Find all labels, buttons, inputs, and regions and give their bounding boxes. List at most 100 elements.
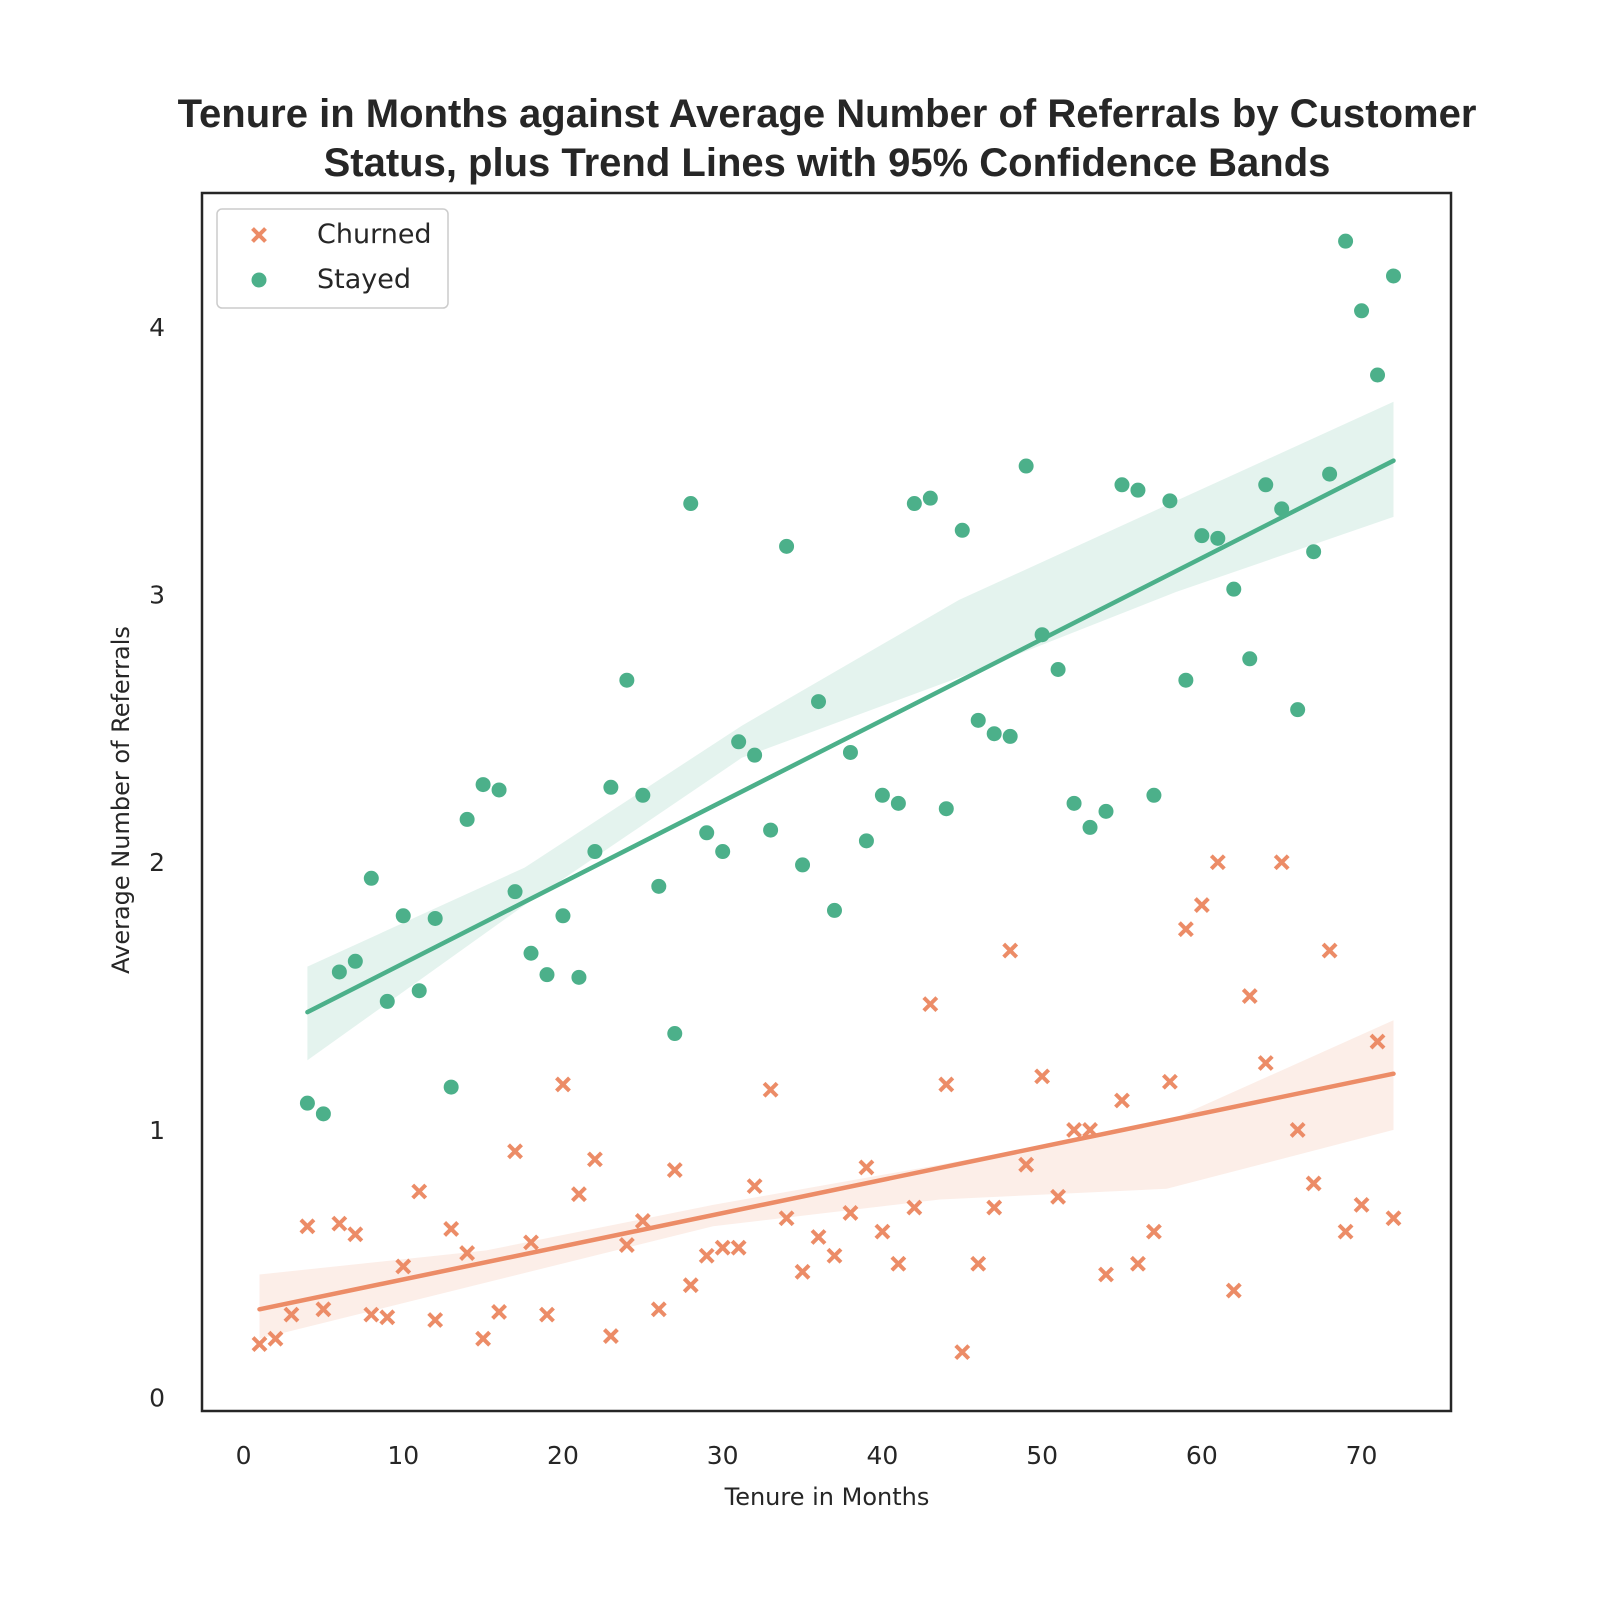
data-point-stayed	[475, 777, 491, 793]
data-point-churned	[1002, 942, 1019, 959]
data-point-churned	[427, 1312, 444, 1328]
data-point-churned	[586, 1151, 603, 1168]
data-point-stayed	[1210, 530, 1226, 546]
data-point-churned	[299, 1218, 316, 1235]
plot-area-frame	[200, 191, 1453, 1413]
data-point-churned	[618, 1237, 635, 1253]
data-point-stayed	[1306, 544, 1322, 560]
data-point-stayed	[347, 953, 363, 969]
data-point-churned	[267, 1330, 284, 1347]
data-point-churned	[1177, 921, 1194, 938]
x-tick-label: 20	[547, 1441, 579, 1470]
data-point-stayed	[1370, 367, 1386, 383]
data-point-churned	[1385, 1210, 1402, 1227]
data-point-churned	[842, 1204, 859, 1221]
data-point-churned	[1146, 1223, 1162, 1240]
data-point-stayed	[1018, 458, 1034, 474]
data-point-churned	[874, 1223, 891, 1240]
confidence-band-churned	[259, 1020, 1394, 1339]
data-point-stayed	[1194, 528, 1210, 544]
data-point-stayed	[795, 857, 811, 873]
data-point-churned	[1209, 854, 1226, 871]
data-point-churned	[1225, 1282, 1242, 1299]
x-tick-label: 10	[387, 1441, 419, 1470]
trend-line-stayed	[305, 458, 1396, 1015]
confidence-band-stayed	[307, 401, 1394, 1061]
data-point-stayed	[1050, 661, 1066, 677]
data-point-churned	[315, 1301, 332, 1318]
data-point-churned	[523, 1234, 539, 1251]
data-point-stayed	[587, 844, 603, 860]
data-point-stayed	[731, 734, 747, 750]
data-point-stayed	[603, 779, 619, 795]
chart-title-line-1: Tenure in Months against Average Number …	[178, 92, 1477, 136]
data-point-churned	[283, 1306, 300, 1323]
data-point-stayed	[555, 908, 571, 924]
data-point-stayed	[986, 726, 1002, 742]
data-point-stayed	[331, 964, 347, 980]
data-point-stayed	[619, 672, 635, 688]
chart-title-line-2: Status, plus Trend Lines with 95% Confid…	[324, 141, 1331, 185]
data-point-stayed	[427, 910, 443, 926]
data-point-stayed	[922, 490, 938, 506]
data-point-churned	[938, 1076, 955, 1093]
data-point-stayed	[906, 496, 922, 512]
data-point-stayed	[379, 993, 395, 1009]
data-point-stayed	[1338, 233, 1354, 249]
data-point-churned	[571, 1186, 587, 1203]
data-point-stayed	[395, 908, 411, 924]
legend-marker-icon-stayed	[251, 272, 267, 288]
data-point-stayed	[811, 694, 827, 710]
data-point-churned	[1289, 1122, 1306, 1138]
data-point-stayed	[954, 522, 970, 538]
data-point-churned	[1193, 897, 1210, 913]
data-point-churned	[411, 1183, 428, 1200]
data-point-churned	[379, 1309, 396, 1326]
data-point-churned	[251, 1336, 268, 1352]
data-point-churned	[778, 1210, 795, 1227]
x-tick-label: 30	[707, 1441, 739, 1470]
data-point-stayed	[1098, 803, 1114, 819]
data-point-stayed	[715, 844, 731, 860]
data-point-stayed	[363, 870, 379, 886]
data-point-stayed	[1242, 651, 1258, 667]
data-point-stayed	[507, 884, 523, 900]
y-tick-label: 3	[149, 581, 165, 610]
data-point-stayed	[970, 712, 986, 728]
data-point-churned	[650, 1301, 667, 1318]
data-point-stayed	[523, 945, 539, 961]
data-point-stayed	[1082, 819, 1098, 835]
data-point-churned	[970, 1255, 987, 1272]
legend-box	[216, 208, 449, 309]
data-point-churned	[475, 1330, 492, 1347]
data-point-churned	[682, 1277, 699, 1294]
data-point-stayed	[1146, 787, 1162, 803]
legend-marker-churned	[251, 227, 267, 243]
data-point-churned	[555, 1076, 571, 1093]
data-point-stayed	[890, 795, 906, 811]
x-tick-label: 0	[236, 1441, 252, 1470]
legend-marker-icon-churned	[251, 227, 267, 243]
y-tick-label: 1	[149, 1116, 165, 1145]
x-axis-ticks: 0 10 20 30 40 50 60 70	[236, 1441, 1378, 1470]
data-point-churned	[1353, 1196, 1370, 1213]
data-point-churned	[1321, 942, 1338, 959]
legend-marker-stayed	[251, 272, 267, 288]
data-point-churned	[794, 1263, 811, 1280]
scatter-points	[251, 233, 1402, 1361]
x-tick-label: 40	[866, 1441, 898, 1470]
data-point-churned	[1273, 854, 1290, 871]
data-point-churned	[986, 1199, 1003, 1216]
legend: Churned Stayed	[216, 208, 449, 309]
y-axis-ticks: 0 1 2 3 4	[149, 313, 165, 1413]
data-point-stayed	[1066, 795, 1082, 811]
data-point-stayed	[683, 496, 699, 512]
data-point-churned	[459, 1245, 476, 1261]
data-point-churned	[1050, 1188, 1067, 1205]
data-point-churned	[922, 996, 939, 1013]
data-point-churned	[1114, 1092, 1130, 1109]
y-tick-label: 0	[149, 1384, 165, 1413]
data-point-stayed	[747, 747, 763, 763]
data-point-stayed	[1178, 672, 1194, 688]
data-point-churned	[634, 1213, 651, 1229]
